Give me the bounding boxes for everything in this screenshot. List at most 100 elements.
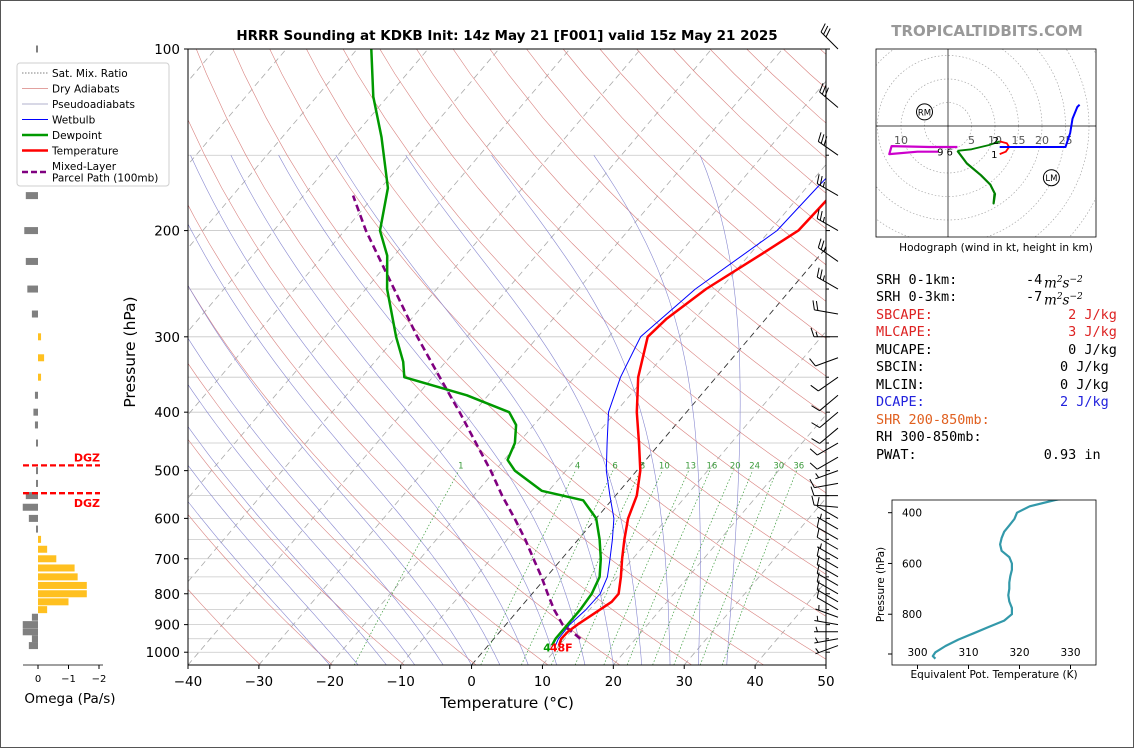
x-tick-label: −10 [386, 674, 415, 690]
barb-flag [815, 300, 819, 311]
omega-bar [38, 606, 48, 614]
theta-e-x-tick-label: 300 [907, 647, 927, 659]
barb-staff [819, 411, 839, 428]
wind-barb [816, 513, 839, 530]
wind-barb [815, 645, 839, 655]
barb-flag [819, 269, 823, 279]
y-tick-label: 600 [154, 511, 180, 527]
barb-staff [816, 456, 839, 470]
index-label: DCAPE: [876, 394, 925, 411]
barb-half-flag [823, 246, 827, 252]
isotherm [188, 49, 712, 665]
index-row: MLCAPE: 3 J/kg [876, 324, 1117, 342]
mixing-ratio-label: 16 [707, 462, 718, 472]
omega-bar [25, 492, 38, 500]
parcel-path-line [351, 195, 582, 640]
wetbulb-line [554, 177, 826, 646]
wind-barb [816, 497, 839, 519]
moist-adiabat [188, 464, 359, 665]
barb-staff [816, 516, 839, 530]
theta-e-y-label: Pressure (hPa) [875, 547, 887, 622]
barb-flag [816, 267, 820, 278]
barb-half-flag [822, 181, 825, 188]
wind-barb [811, 411, 839, 429]
wind-barb [816, 555, 839, 578]
omega-bar [28, 514, 38, 522]
dry-adiabat [489, 49, 826, 377]
moist-adiabat [699, 155, 741, 665]
barb-half-flag [819, 543, 822, 549]
omega-bar [25, 257, 38, 265]
omega-bar [31, 613, 38, 621]
wind-barb [816, 580, 839, 603]
mixing-ratio-label: 20 [730, 462, 741, 472]
surface-dewpoint-marker: 4 [543, 642, 551, 655]
mixing-ratio-line [521, 470, 614, 665]
barb-half-flag [819, 513, 822, 519]
storm-motion-marker [916, 103, 933, 121]
y-tick-label: 500 [154, 464, 180, 480]
dry-adiabat [452, 49, 826, 415]
wind-barb [817, 238, 839, 262]
hodo-segment [957, 140, 1000, 152]
wind-barb [815, 470, 839, 480]
mixing-ratio-label: 8 [640, 462, 645, 472]
x-tick-label: 20 [605, 674, 622, 690]
wind-barb [810, 327, 838, 338]
omega-tick-label: 0 [35, 674, 41, 685]
barb-staff [816, 505, 839, 519]
mixing-ratio-label: 30 [773, 462, 784, 472]
barb-flag [809, 358, 816, 367]
omega-bar [22, 621, 38, 629]
dry-adiabat [526, 49, 826, 339]
hodo-ring-label: 15 [1012, 134, 1026, 147]
wind-barbs [809, 23, 839, 655]
barb-flag [819, 83, 824, 93]
barb-flag [811, 422, 820, 429]
index-value: 3 J/kg [1068, 324, 1117, 341]
index-value: 2 J/kg [1060, 394, 1109, 411]
index-label: PWAT: [876, 446, 917, 463]
omega-bar [36, 479, 38, 487]
dry-adiabat [188, 362, 477, 665]
omega-bar [22, 628, 38, 636]
index-row: DCAPE: 2 J/kg [876, 394, 1109, 412]
barb-flag [810, 486, 815, 496]
wind-barb [809, 479, 839, 489]
theta-e-line [931, 500, 1062, 660]
omega-bar [38, 555, 57, 563]
index-row: PWAT: 0.93 in [876, 446, 1101, 465]
hodo-caption: Hodograph (wind in kt, height in km) [899, 242, 1093, 254]
moist-adiabat [188, 223, 501, 665]
mixing-ratio-line [574, 470, 663, 665]
barb-staff [816, 526, 839, 540]
barb-flag [820, 240, 825, 250]
x-tick-label: 40 [747, 674, 764, 690]
barb-half-flag [815, 473, 820, 478]
omega-bar [31, 310, 38, 318]
wind-barb [810, 486, 838, 497]
index-value: 0 J/kg [1060, 359, 1109, 376]
moist-adiabat [188, 384, 416, 665]
barb-staff [816, 555, 839, 569]
barb-flag [820, 134, 825, 144]
mixing-ratio-line [550, 470, 641, 665]
barb-flag [810, 384, 819, 392]
barb-flag [812, 300, 815, 310]
index-label: SBCIN: [876, 359, 925, 376]
barb-staff [816, 589, 839, 603]
barb-flag [819, 210, 823, 221]
hodo-height-label: 2 [993, 136, 999, 147]
hodo-segment [999, 103, 1081, 148]
barb-flag [825, 28, 831, 38]
legend-box [16, 62, 170, 187]
x-tick-label: 50 [817, 674, 834, 690]
barb-flag [816, 564, 820, 574]
mixing-ratio-line [626, 470, 711, 665]
y-tick-label: 400 [154, 405, 180, 421]
legend-label: Dry Adiabats [52, 84, 120, 96]
omega-bar [27, 285, 38, 293]
barb-staff [818, 247, 839, 262]
index-value: 63 % [1066, 429, 1134, 447]
index-row: RH 300-850mb: 63 % [876, 429, 1134, 447]
